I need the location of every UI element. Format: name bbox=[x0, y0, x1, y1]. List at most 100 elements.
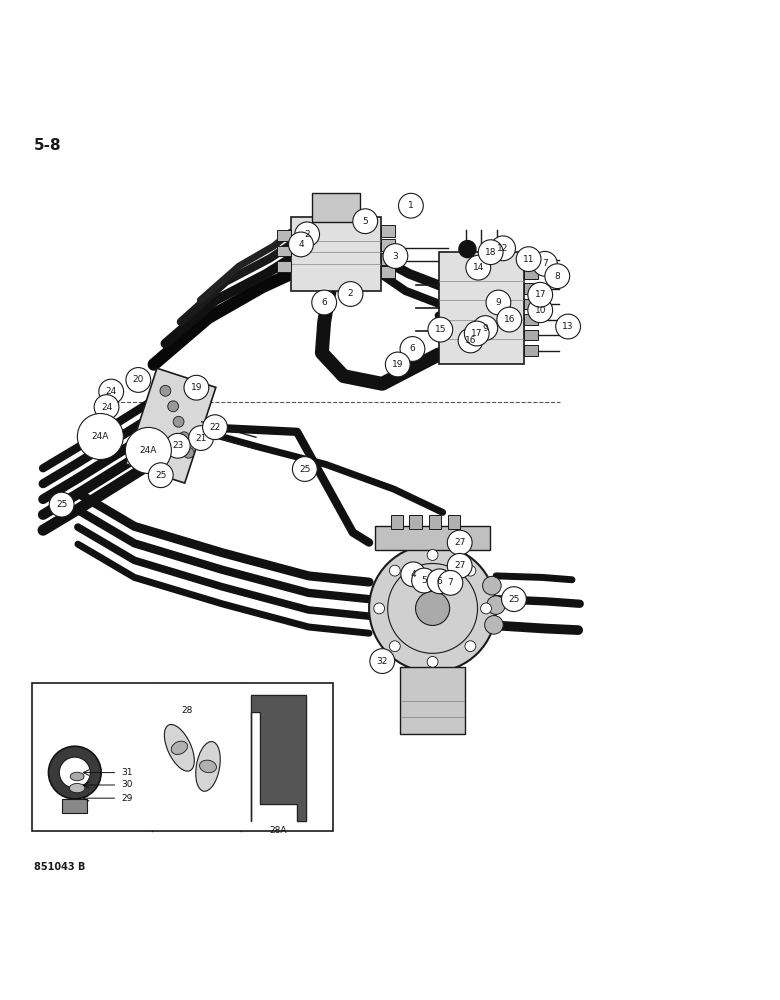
Circle shape bbox=[466, 255, 491, 280]
Text: 10: 10 bbox=[534, 306, 546, 315]
Text: 15: 15 bbox=[434, 325, 446, 334]
Circle shape bbox=[399, 193, 424, 218]
FancyBboxPatch shape bbox=[277, 246, 291, 256]
Text: 16: 16 bbox=[465, 336, 477, 345]
Circle shape bbox=[486, 290, 511, 315]
FancyBboxPatch shape bbox=[400, 667, 465, 734]
Circle shape bbox=[184, 375, 209, 400]
Circle shape bbox=[183, 447, 194, 458]
Circle shape bbox=[447, 530, 472, 555]
Circle shape bbox=[126, 427, 172, 473]
Circle shape bbox=[353, 209, 378, 234]
Text: 20: 20 bbox=[133, 375, 144, 384]
Circle shape bbox=[483, 576, 502, 595]
Circle shape bbox=[427, 656, 438, 667]
Circle shape bbox=[545, 264, 569, 289]
FancyBboxPatch shape bbox=[524, 345, 538, 356]
Circle shape bbox=[383, 244, 408, 268]
Text: 17: 17 bbox=[471, 329, 483, 338]
Circle shape bbox=[126, 368, 151, 392]
FancyBboxPatch shape bbox=[312, 193, 360, 222]
Text: 17: 17 bbox=[534, 290, 546, 299]
Text: 30: 30 bbox=[121, 780, 133, 789]
Polygon shape bbox=[250, 695, 307, 821]
Text: 24A: 24A bbox=[92, 432, 109, 441]
Text: 22: 22 bbox=[209, 423, 221, 432]
Circle shape bbox=[484, 616, 503, 634]
Circle shape bbox=[528, 282, 553, 307]
Circle shape bbox=[533, 251, 557, 276]
Text: 28A: 28A bbox=[270, 826, 287, 835]
Text: 4: 4 bbox=[410, 570, 416, 579]
Text: 4: 4 bbox=[298, 240, 303, 249]
FancyBboxPatch shape bbox=[381, 266, 395, 278]
Text: 2: 2 bbox=[348, 289, 353, 298]
FancyBboxPatch shape bbox=[391, 515, 403, 529]
FancyBboxPatch shape bbox=[524, 255, 538, 265]
Circle shape bbox=[487, 596, 505, 614]
FancyBboxPatch shape bbox=[524, 314, 538, 325]
Circle shape bbox=[165, 433, 190, 458]
Text: 24A: 24A bbox=[140, 446, 157, 455]
Ellipse shape bbox=[196, 742, 220, 791]
FancyBboxPatch shape bbox=[381, 225, 395, 237]
Circle shape bbox=[160, 385, 171, 396]
Text: 6: 6 bbox=[437, 577, 442, 586]
Circle shape bbox=[94, 395, 119, 419]
FancyBboxPatch shape bbox=[524, 330, 538, 340]
Text: 12: 12 bbox=[498, 244, 509, 253]
Circle shape bbox=[203, 415, 227, 440]
FancyBboxPatch shape bbox=[375, 526, 490, 550]
Ellipse shape bbox=[171, 741, 187, 754]
Circle shape bbox=[312, 290, 336, 315]
Circle shape bbox=[438, 570, 463, 595]
Circle shape bbox=[77, 413, 123, 459]
FancyBboxPatch shape bbox=[62, 799, 87, 813]
FancyBboxPatch shape bbox=[524, 268, 538, 279]
Text: 28: 28 bbox=[182, 706, 193, 715]
Circle shape bbox=[555, 314, 580, 339]
FancyBboxPatch shape bbox=[524, 283, 538, 294]
Circle shape bbox=[370, 649, 395, 673]
FancyBboxPatch shape bbox=[410, 515, 422, 529]
Circle shape bbox=[473, 316, 498, 340]
Text: 31: 31 bbox=[121, 768, 133, 777]
Text: 5-8: 5-8 bbox=[34, 138, 62, 153]
FancyBboxPatch shape bbox=[277, 261, 291, 272]
Text: 32: 32 bbox=[377, 657, 388, 666]
Circle shape bbox=[59, 757, 90, 788]
Circle shape bbox=[502, 587, 526, 612]
Circle shape bbox=[427, 550, 438, 560]
FancyBboxPatch shape bbox=[32, 683, 333, 831]
Circle shape bbox=[389, 565, 400, 576]
Circle shape bbox=[338, 282, 363, 306]
Text: 19: 19 bbox=[392, 360, 403, 369]
Circle shape bbox=[48, 746, 101, 799]
Ellipse shape bbox=[70, 772, 84, 781]
Circle shape bbox=[374, 603, 385, 614]
Circle shape bbox=[412, 568, 437, 593]
Text: 25: 25 bbox=[509, 595, 519, 604]
Circle shape bbox=[480, 603, 491, 614]
Circle shape bbox=[465, 565, 476, 576]
Text: 7: 7 bbox=[448, 578, 453, 587]
Circle shape bbox=[491, 236, 516, 261]
FancyBboxPatch shape bbox=[429, 515, 441, 529]
Circle shape bbox=[49, 492, 74, 517]
Text: 24: 24 bbox=[101, 403, 112, 412]
Text: 21: 21 bbox=[195, 434, 207, 443]
Circle shape bbox=[173, 416, 184, 427]
Text: 1: 1 bbox=[408, 201, 413, 210]
Text: 13: 13 bbox=[562, 322, 574, 331]
Polygon shape bbox=[126, 368, 216, 483]
Circle shape bbox=[289, 232, 314, 257]
Circle shape bbox=[416, 591, 449, 625]
Text: 18: 18 bbox=[485, 248, 496, 257]
Circle shape bbox=[478, 240, 503, 265]
Text: 5: 5 bbox=[363, 217, 368, 226]
Circle shape bbox=[427, 569, 452, 594]
Ellipse shape bbox=[165, 724, 194, 771]
Text: 7: 7 bbox=[542, 259, 548, 268]
FancyBboxPatch shape bbox=[448, 515, 460, 529]
Text: 23: 23 bbox=[172, 441, 183, 450]
